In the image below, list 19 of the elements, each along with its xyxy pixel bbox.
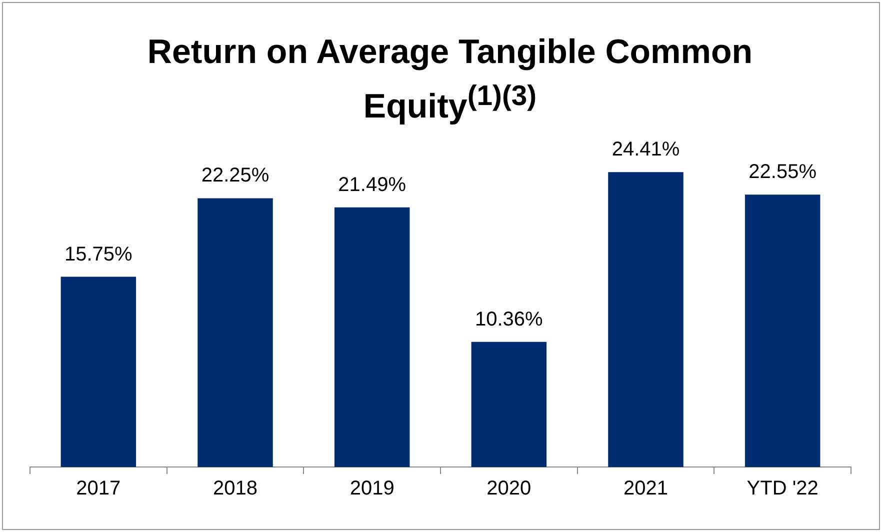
x-tick-label: 2019 [350,478,394,500]
bar [471,342,547,467]
data-label: 10.36% [474,308,544,330]
bar [334,207,410,467]
x-tick-label: 2020 [486,478,532,500]
x-tick-label: 2021 [624,478,668,500]
data-label: 15.75% [64,243,133,266]
data-label: 22.25% [201,164,270,187]
x-tick-label: 2018 [213,478,258,500]
bar [198,198,273,467]
bar [60,276,136,467]
bar [608,172,684,467]
data-label: 24.41% [612,138,680,161]
data-label: 21.49% [338,174,406,196]
data-label: 22.55% [748,161,817,184]
x-tick-label: YTD '22 [746,478,818,500]
bar [744,194,820,467]
chart-title: Return on Average Tangible Common Equity$^{(1)(3)}$ [146,32,754,128]
x-tick-label: 2017 [76,478,121,500]
